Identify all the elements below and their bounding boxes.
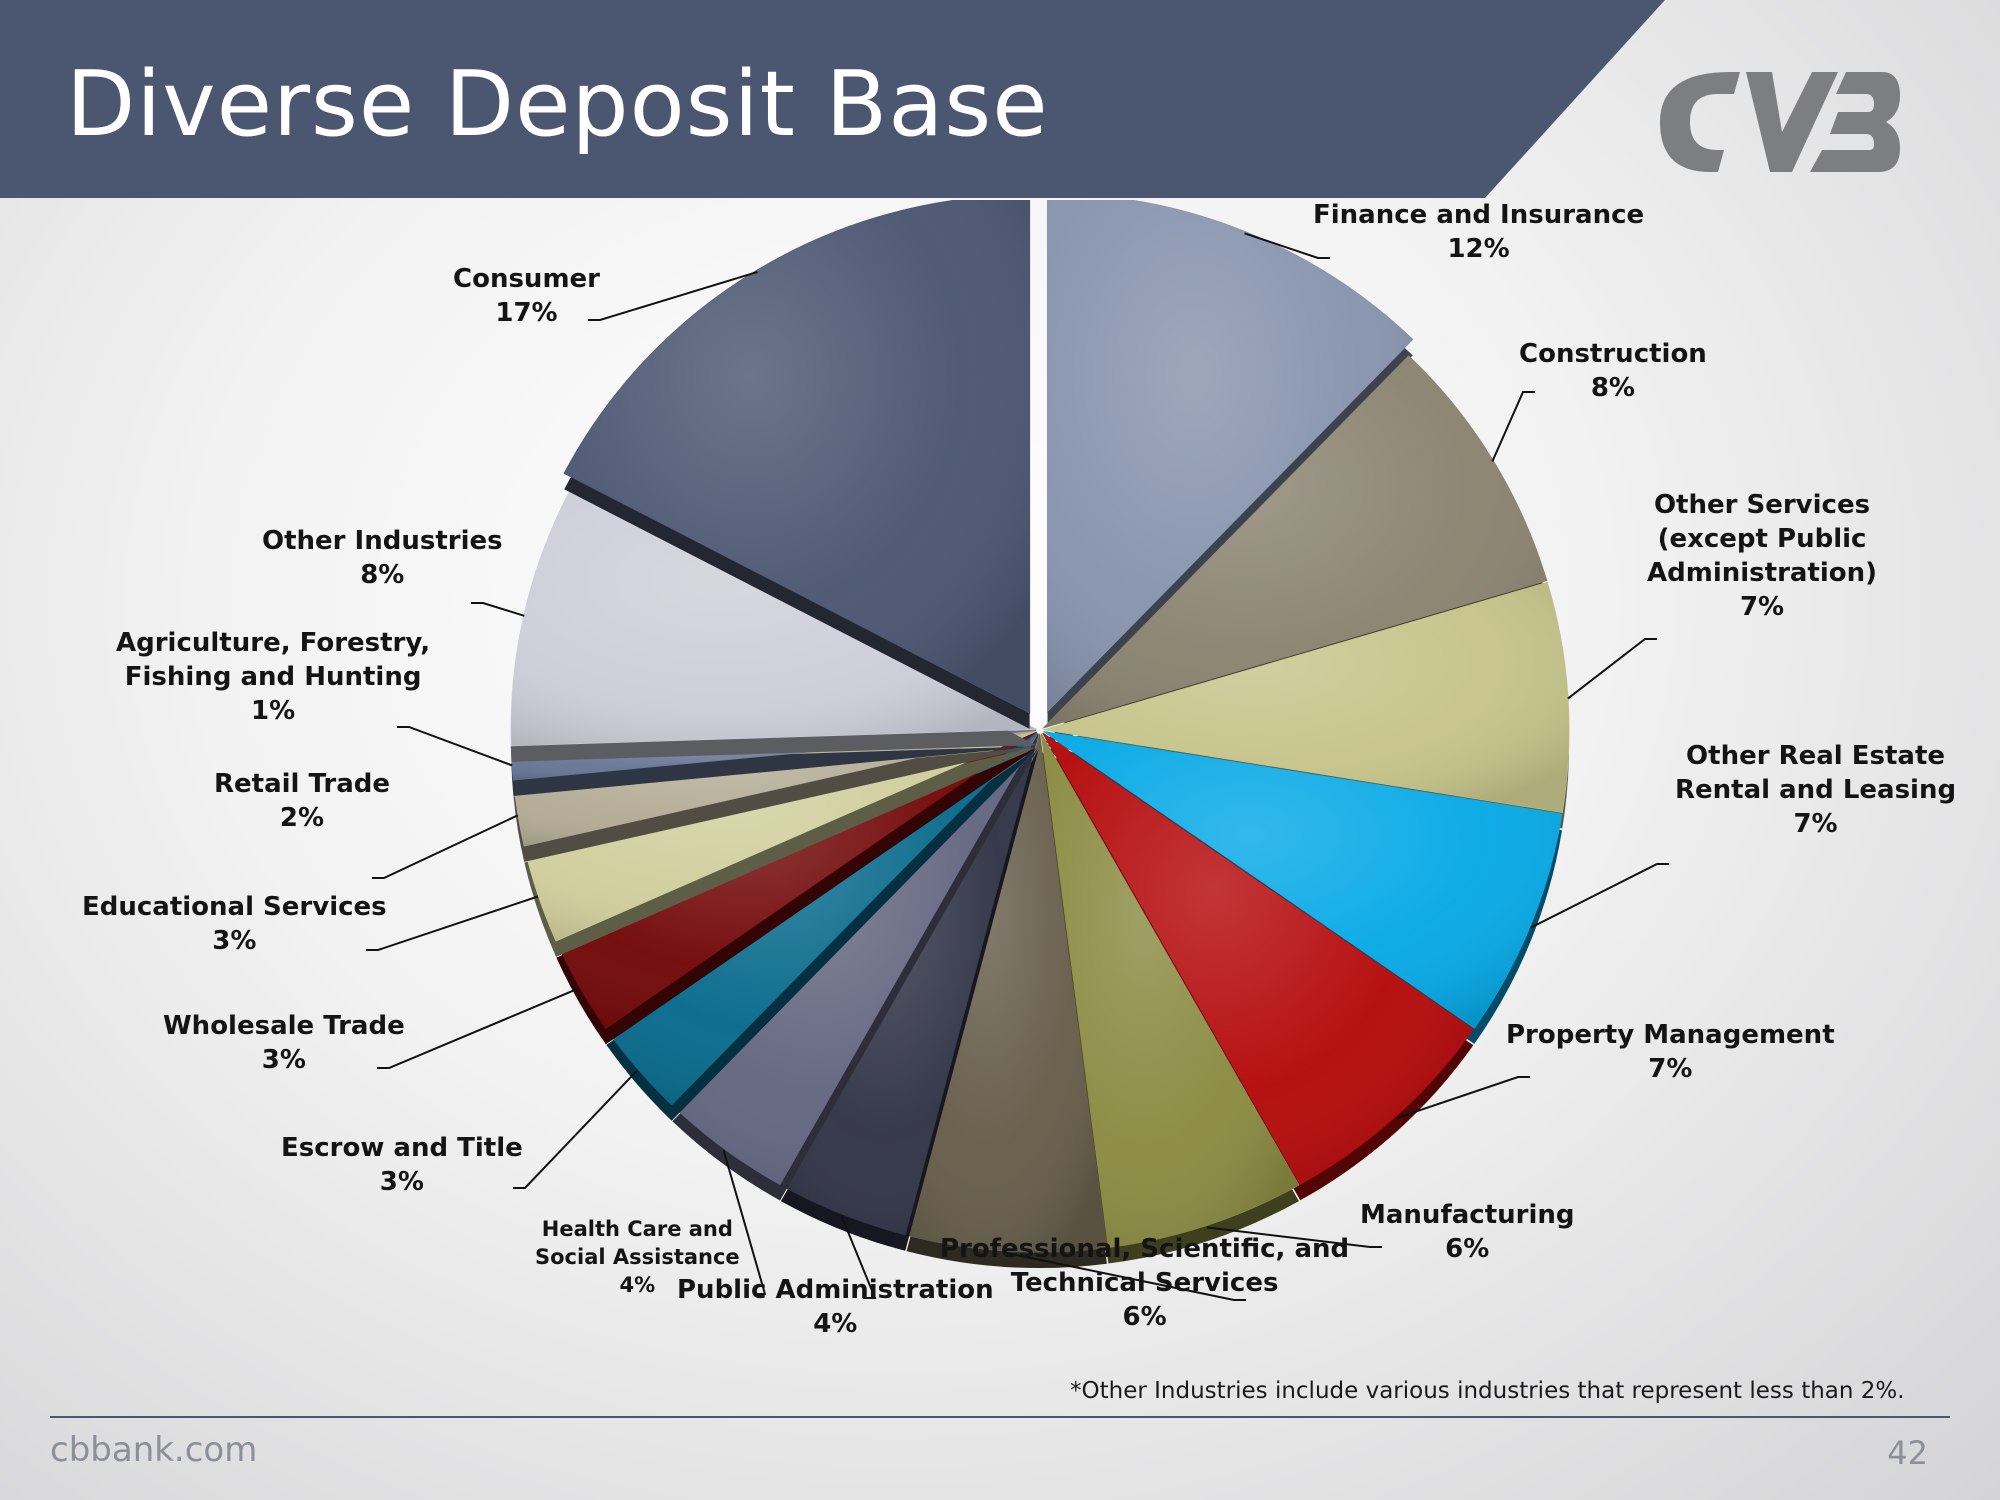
slice-other-industries bbox=[510, 488, 1039, 762]
leader-line-escrow-and-title bbox=[513, 1069, 638, 1189]
logo-b bbox=[1810, 72, 1900, 172]
slice-educational-services-sheen bbox=[524, 731, 1037, 941]
slice-retail-trade-depth bbox=[513, 746, 1037, 862]
leader-line-other-services-except-public-administration bbox=[1567, 638, 1657, 700]
slide-title: Diverse Deposit Base bbox=[66, 52, 1049, 157]
label-other-industries: Other Industries 8% bbox=[262, 526, 503, 590]
leader-line-finance-and-insurance bbox=[1244, 232, 1330, 259]
slice-professional-scientific-and-technical-services-sheen bbox=[906, 733, 1107, 1252]
leader-line-educational-services bbox=[366, 895, 539, 951]
slice-retail-trade bbox=[512, 730, 1037, 862]
slice-agriculture-forestry-fishing-and-hunting-depth bbox=[511, 746, 1037, 796]
label-public-administration: Public Administration 4% bbox=[677, 1275, 994, 1339]
label-agriculture-forestry-fishing-and-hunting: Agriculture, Forestry, Fishing and Hunti… bbox=[116, 628, 431, 726]
page-number: 42 bbox=[1887, 1434, 1928, 1472]
label-educational-services: Educational Services 3% bbox=[82, 892, 387, 956]
pie-chart bbox=[366, 200, 1669, 1301]
leader-line-agriculture-forestry-fishing-and-hunting bbox=[397, 726, 513, 767]
label-construction: Construction 8% bbox=[1519, 339, 1707, 403]
leader-line-construction bbox=[1491, 391, 1535, 462]
slice-consumer bbox=[563, 200, 1031, 729]
slice-professional-scientific-and-technical-services bbox=[905, 733, 1108, 1268]
footer-divider bbox=[50, 1416, 1950, 1418]
slice-manufacturing-sheen bbox=[1041, 733, 1299, 1248]
label-property-management: Property Management 7% bbox=[1506, 1020, 1835, 1084]
slice-educational-services-depth bbox=[524, 747, 1037, 957]
slice-escrow-and-title-sheen bbox=[606, 732, 1037, 1105]
slice-manufacturing bbox=[1040, 733, 1300, 1264]
leader-line-retail-trade bbox=[372, 814, 519, 879]
leader-line-health-care-and-social-assistance bbox=[722, 1150, 767, 1295]
leader-line-other-industries bbox=[471, 602, 525, 617]
leader-line-public-administration bbox=[840, 1215, 877, 1299]
label-other-real-estate-rental-and-leasing: Other Real Estate Rental and Leasing 7% bbox=[1675, 741, 1957, 839]
pie-slices bbox=[510, 200, 1570, 1268]
footnote: *Other Industries include various indust… bbox=[1070, 1378, 1905, 1404]
slice-finance-and-insurance-sheen bbox=[1047, 200, 1413, 712]
slice-wholesale-trade bbox=[555, 731, 1037, 1045]
label-manufacturing: Manufacturing 6% bbox=[1360, 1200, 1575, 1264]
label-health-care-and-social-assistance: Health Care and Social Assistance 4% bbox=[535, 1217, 740, 1297]
leader-line-professional-scientific-and-technical-services bbox=[1005, 1251, 1246, 1301]
slice-other-real-estate-rental-and-leasing bbox=[1043, 731, 1563, 1044]
label-professional-scientific-and-technical-services: Professional, Scientific, and Technical … bbox=[940, 1234, 1350, 1332]
label-finance-and-insurance: Finance and Insurance 12% bbox=[1313, 200, 1645, 264]
logo-v bbox=[1746, 72, 1838, 172]
label-retail-trade: Retail Trade 2% bbox=[214, 769, 390, 833]
slice-construction bbox=[1041, 355, 1548, 744]
leader-line-wholesale-trade bbox=[377, 987, 580, 1069]
slice-retail-trade-sheen bbox=[513, 730, 1037, 846]
slice-other-services-except-public-administration bbox=[1043, 581, 1570, 829]
label-wholesale-trade: Wholesale Trade 3% bbox=[163, 1011, 405, 1075]
cvb-logo-icon bbox=[1660, 72, 1900, 172]
slice-property-management bbox=[1042, 732, 1475, 1201]
slice-other-services-except-public-administration-sheen bbox=[1043, 582, 1570, 813]
slice-educational-services bbox=[523, 730, 1037, 957]
leader-line-manufacturing bbox=[1206, 1226, 1382, 1248]
slice-construction-sheen bbox=[1043, 355, 1547, 728]
slice-other-real-estate-rental-and-leasing-sheen bbox=[1043, 731, 1562, 1028]
slice-wholesale-trade-sheen bbox=[556, 731, 1037, 1029]
slice-property-management-sheen bbox=[1042, 732, 1474, 1185]
label-consumer: Consumer 17% bbox=[453, 264, 600, 328]
slice-other-industries-sheen bbox=[511, 489, 1037, 746]
label-other-services-except-public-administration: Other Services (except Public Administra… bbox=[1647, 490, 1878, 622]
leader-line-consumer bbox=[588, 270, 758, 321]
label-escrow-and-title: Escrow and Title 3% bbox=[281, 1133, 523, 1197]
leader-line-property-management bbox=[1395, 1076, 1530, 1120]
slice-health-care-and-social-assistance bbox=[671, 732, 1039, 1201]
slice-escrow-and-title bbox=[605, 732, 1038, 1121]
leader-line-other-real-estate-rental-and-leasing bbox=[1529, 863, 1669, 929]
slice-finance-and-insurance bbox=[1047, 200, 1414, 728]
title-banner bbox=[0, 0, 1665, 198]
website-url[interactable]: cbbank.com bbox=[50, 1430, 258, 1470]
slice-consumer-sheen bbox=[564, 200, 1030, 713]
logo-c bbox=[1660, 72, 1740, 172]
banner-shape bbox=[0, 0, 1665, 198]
slice-health-care-and-social-assistance-sheen bbox=[672, 733, 1038, 1185]
leader-lines bbox=[366, 232, 1669, 1301]
